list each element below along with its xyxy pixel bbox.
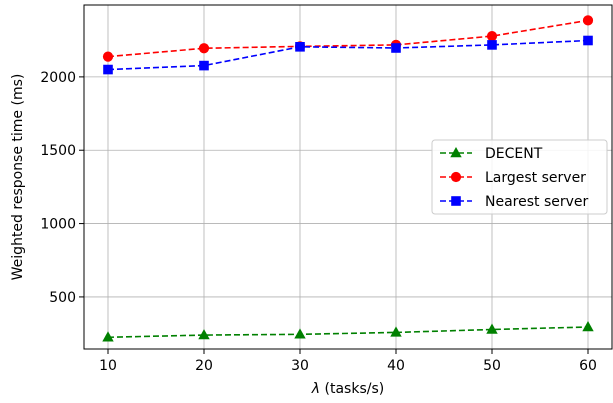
legend-label: Nearest server bbox=[485, 194, 589, 210]
x-tick-label: 40 bbox=[387, 358, 405, 374]
series-line bbox=[107, 39, 589, 71]
data-point bbox=[582, 320, 594, 332]
y-tick-label: 2000 bbox=[40, 70, 76, 86]
ticks: 10 20 30 40 50 60 500 1000 1500 2000 bbox=[40, 70, 597, 374]
data-point bbox=[198, 329, 210, 340]
x-axis-label-unit: (tasks/s) bbox=[320, 381, 384, 397]
legend-item: DECENT bbox=[440, 146, 543, 162]
data-point bbox=[103, 64, 113, 75]
data-point bbox=[391, 43, 401, 53]
legend-label: Largest server bbox=[485, 170, 586, 186]
x-tick-label: 60 bbox=[579, 358, 597, 374]
x-tick-label: 50 bbox=[483, 358, 501, 374]
legend: DECENT Largest server Nearest server bbox=[431, 139, 608, 215]
data-point bbox=[486, 30, 498, 42]
x-axis-label: λ (tasks/s) bbox=[311, 381, 384, 397]
data-point bbox=[582, 15, 594, 26]
data-point bbox=[102, 51, 114, 62]
data-point bbox=[487, 40, 497, 50]
legend-marker bbox=[450, 171, 462, 183]
y-tick-label: 1500 bbox=[40, 143, 76, 159]
x-tick-label: 30 bbox=[291, 358, 309, 374]
series-line bbox=[107, 19, 589, 58]
plot-frame bbox=[83, 4, 613, 350]
data-point bbox=[390, 326, 402, 337]
legend-item: Nearest server bbox=[440, 194, 589, 210]
y-tick-label: 1000 bbox=[40, 217, 76, 233]
series-layer bbox=[102, 15, 594, 342]
legend-marker bbox=[451, 196, 461, 206]
series-decent bbox=[102, 320, 594, 342]
x-axis-label-symbol: λ bbox=[311, 381, 320, 397]
y-tick-label: 500 bbox=[49, 290, 76, 306]
legend-item: Largest server bbox=[440, 170, 586, 186]
series-nearest-server bbox=[103, 35, 593, 75]
data-point bbox=[198, 43, 210, 54]
data-point bbox=[294, 328, 306, 339]
legend-label: DECENT bbox=[485, 146, 543, 162]
legend-marker bbox=[450, 147, 462, 158]
data-point bbox=[583, 35, 593, 46]
x-tick-label: 20 bbox=[195, 358, 213, 374]
data-point bbox=[102, 331, 114, 342]
legend-box bbox=[431, 139, 608, 215]
x-tick-label: 10 bbox=[99, 358, 117, 374]
data-point bbox=[295, 42, 305, 52]
data-point bbox=[199, 60, 209, 71]
y-axis-label: Weighted response time (ms) bbox=[10, 74, 26, 281]
data-point bbox=[486, 323, 498, 334]
series-line bbox=[107, 326, 589, 339]
